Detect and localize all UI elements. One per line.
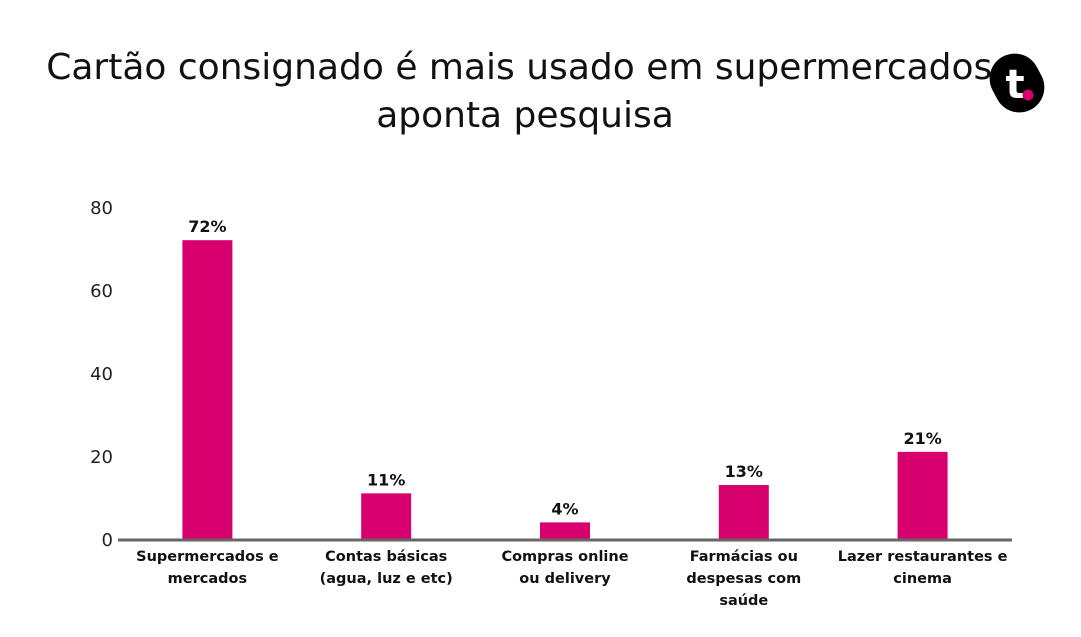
data-label: 4% [551,499,578,518]
chart-title-line-1: Cartão consignado é mais usado em superm… [46,47,1004,88]
x-tick-label-line: saúde [719,593,768,609]
x-tick-label-line: Lazer restaurantes e [838,549,1008,565]
data-label: 21% [903,429,941,448]
bar [897,451,948,539]
y-tick-label: 20 [90,447,113,468]
logo-dot [1022,89,1034,101]
y-tick-label: 0 [102,530,113,551]
x-tick-label: Lazer restaurantes e cinema [838,549,1008,587]
x-tick-label-line: Contas básicas [325,549,447,565]
brand-logo-icon: t [989,53,1045,113]
chart-title-line-2: aponta pesquisa [376,95,674,136]
y-tick-label: 40 [90,364,113,385]
x-tick-label: Supermercados e mercados [136,549,279,587]
x-tick-label: Contas básicas (agua, luz e etc) [320,549,453,587]
bar [540,522,590,539]
y-tick-label: 60 [90,281,113,302]
x-tick-label-line: mercados [168,571,247,587]
x-tick-label-line: ou delivery [519,571,611,587]
data-label: 13% [725,462,763,481]
bar [182,240,233,539]
x-tick-label: Compras online ou delivery [501,549,628,587]
x-tick-label-line: (agua, luz e etc) [320,571,453,587]
data-label: 11% [367,470,405,489]
logo-letter: t [1005,62,1024,108]
x-tick-label-line: Compras online [501,549,628,565]
x-tick-label-line: Farmácias ou [690,549,798,565]
x-tick-label-line: cinema [893,571,952,587]
bar [361,493,412,539]
x-tick-label-line: despesas com [686,571,801,587]
y-tick-label: 80 [90,198,113,219]
x-tick-label: Farmácias ou despesas com saúde [686,549,801,609]
x-tick-label-line: Supermercados e [136,549,279,565]
bar [718,485,769,539]
chart-title: Cartão consignado é mais usado em superm… [0,44,1050,140]
data-label: 72% [188,217,226,236]
